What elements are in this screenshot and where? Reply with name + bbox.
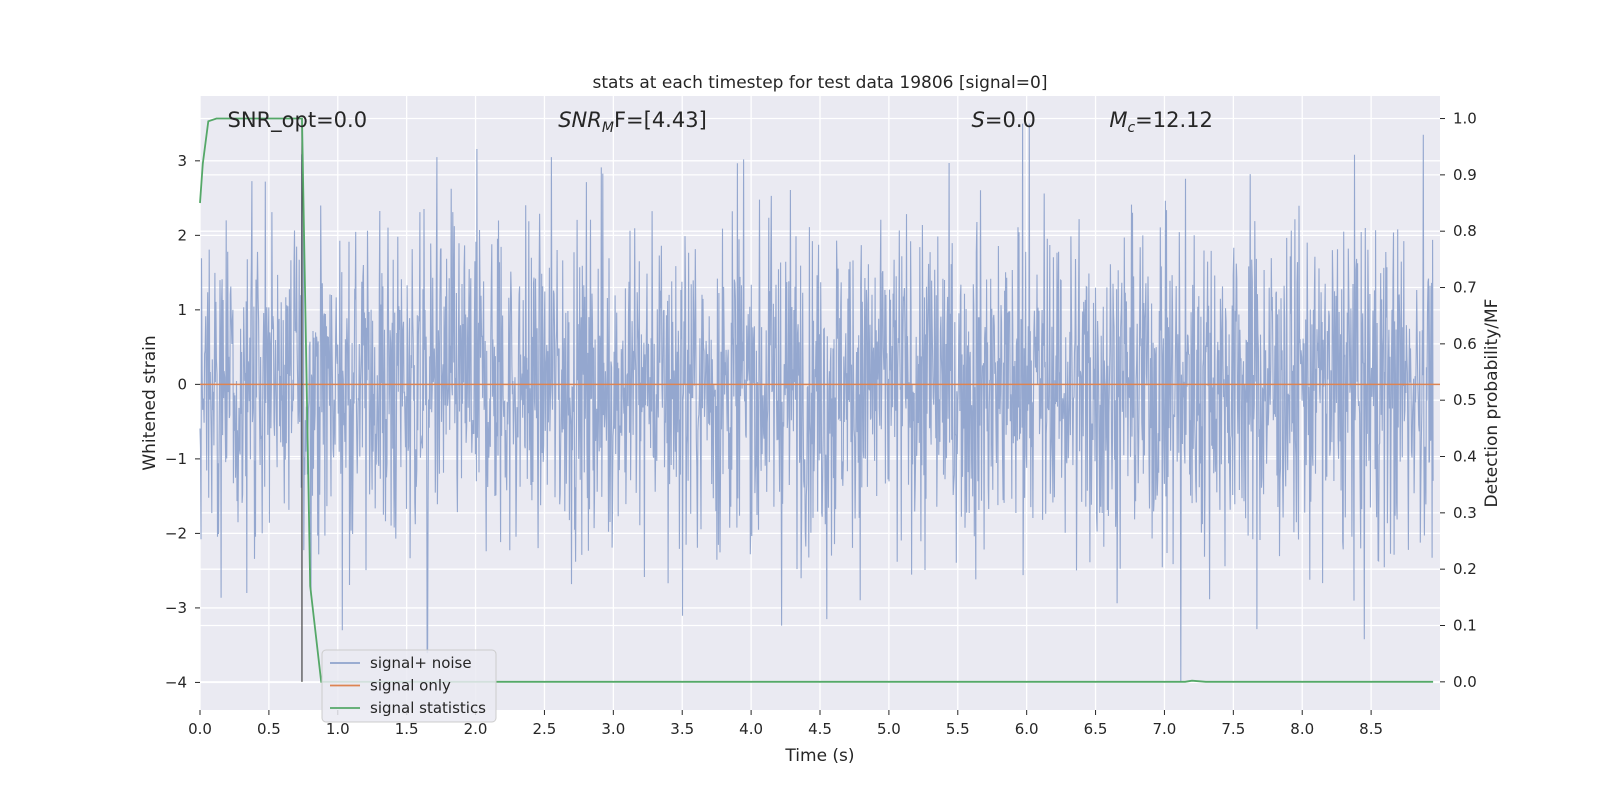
y-tick-label: 2 [177,226,187,244]
y-tick-label: −3 [165,599,187,617]
y-right-tick-label: 0.7 [1453,279,1477,297]
x-tick-label: 6.5 [1084,720,1108,738]
y-right-tick-label: 0.2 [1453,560,1477,578]
series-signal-noise [199,123,1434,683]
y-right-tick-label: 0.3 [1453,504,1477,522]
annotation-2: S=0.0 [972,108,1036,132]
y-axis-label-right: Detection probability/MF [1482,299,1502,508]
x-tick-label: 5.0 [877,720,901,738]
x-tick-label: 4.5 [808,720,832,738]
tick-labels: 0.0 0.5 1.0 1.5 2.0 2.5 3.0 3.5 4.0 4.5 5.0 5.5 6.0 6… [165,110,1477,738]
y-right-tick-label: 1.0 [1453,110,1477,128]
y-axis-label: Whitened strain [140,335,160,470]
annotations: SNR_opt=0.0 SNRMF=[4.43] S=0.0 Mc=12.12 [228,108,1213,136]
y-tick-label: 3 [177,152,187,170]
x-tick-label: 2.0 [464,720,488,738]
y-right-tick-label: 0.9 [1453,166,1477,184]
x-tick-label: 3.0 [601,720,625,738]
y-right-tick-label: 0.1 [1453,617,1477,635]
series-lines [199,117,1440,683]
y-tick-label: −4 [165,673,187,691]
legend-box [321,649,497,723]
x-tick-label: 5.5 [946,720,970,738]
x-axis-label: Time (s) [784,746,854,766]
annotation-3: Mc=12.12 [1109,108,1213,136]
y-right-tick-label: 0.0 [1453,673,1477,691]
y-right-tick-label: 0.8 [1453,222,1477,240]
x-tick-label: 7.0 [1153,720,1177,738]
legend-label: signal statistics [370,699,486,717]
x-tick-label: 7.5 [1221,720,1245,738]
y-tick-label: 1 [177,301,187,319]
legend-label: signal only [370,677,451,695]
x-tick-label: 8.5 [1359,720,1383,738]
x-tick-label: 3.5 [670,720,694,738]
y-tick-label: 0 [177,375,187,393]
x-tick-label: 8.0 [1290,720,1314,738]
annotation-1: SNRMF=[4.43] [558,108,707,136]
legend-label: signal+ noise [370,654,472,672]
x-tick-label: 1.0 [326,720,350,738]
y-right-tick-label: 0.5 [1453,391,1477,409]
annotation-0: SNR_opt=0.0 [228,108,368,133]
x-tick-label: 0.0 [188,720,212,738]
x-tick-label: 1.5 [395,720,419,738]
x-tick-label: 4.0 [739,720,763,738]
chart-title: stats at each timestep for test data 198… [593,73,1048,93]
y-tick-label: −1 [165,450,187,468]
x-tick-label: 0.5 [257,720,281,738]
signal-statistics-line [199,117,1434,683]
noise-line [199,123,1434,683]
legend: signal+ noise signal only signal statistic… [321,649,497,723]
y-right-tick-label: 0.6 [1453,335,1477,353]
x-tick-label: 2.5 [533,720,557,738]
y-tick-label: −2 [165,524,187,542]
x-tick-label: 6.0 [1015,720,1039,738]
y-right-tick-label: 0.4 [1453,448,1477,466]
